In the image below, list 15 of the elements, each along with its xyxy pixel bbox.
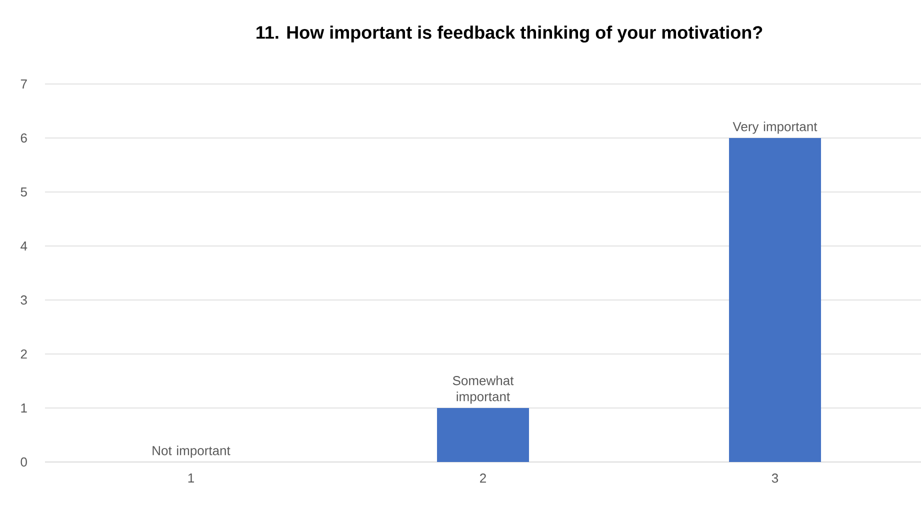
y-tick-label: 3 [20, 295, 27, 305]
x-tick-label: 2 [480, 474, 486, 483]
y-tick-label: 0 [20, 457, 27, 467]
x-tick-label: 1 [188, 474, 194, 482]
y-tick-label: 5 [20, 187, 27, 197]
y-tick-label: 2 [20, 349, 27, 359]
y-tick-label: 4 [20, 242, 28, 250]
y-tick-label: 6 [20, 133, 27, 143]
data-label: Somewhat important [452, 376, 514, 404]
data-label: Not important [152, 446, 230, 458]
data-label: Very important [732, 122, 818, 134]
y-tick-label: 7 [20, 80, 27, 88]
x-tick-label: 3 [772, 474, 778, 483]
y-tick-label: 1 [21, 404, 27, 412]
chart-title: 11. How important is feedback thinking of your motivation? [256, 26, 762, 42]
